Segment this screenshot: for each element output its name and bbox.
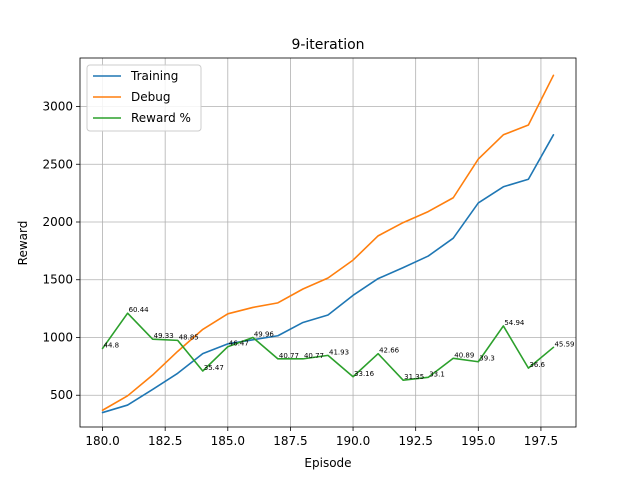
y-tick-label: 500	[50, 388, 73, 402]
legend: Training Debug Reward %	[86, 64, 202, 132]
legend-entry-label: Training	[130, 69, 178, 83]
series-line-training	[101, 134, 555, 414]
grid	[80, 58, 576, 427]
series-line-reward	[101, 312, 555, 382]
y-tick-label: 3000	[42, 100, 73, 114]
data-label: 49.96	[254, 330, 275, 338]
legend-entry-label: Debug	[131, 90, 170, 104]
plot-frame	[79, 57, 577, 428]
y-axis-title: Reward	[16, 221, 30, 266]
data-label: 60.44	[129, 306, 150, 314]
data-label: 49.33	[154, 332, 174, 340]
data-label: 42.66	[379, 347, 400, 355]
data-label: 41.93	[329, 348, 349, 356]
y-tick-label: 2000	[42, 215, 73, 229]
y-tick-label: 1500	[42, 273, 73, 287]
data-label: 40.77	[279, 352, 299, 360]
data-label: 46.47	[229, 340, 249, 348]
x-axis-title: Episode	[304, 456, 351, 470]
data-label: 36.6	[529, 361, 545, 369]
series-lines	[101, 74, 555, 414]
x-tick-label: 195.0	[461, 434, 495, 448]
x-tick-label: 180.0	[85, 434, 119, 448]
axis-ticks: 180.0 182.5 185.0 187.5 190.0 192.5 195.0 197.5…	[42, 100, 558, 448]
data-label: 40.77	[304, 352, 324, 360]
legend-entry-label: Reward %	[131, 111, 191, 125]
x-tick-label: 182.5	[148, 434, 182, 448]
data-label: 35.47	[204, 364, 224, 372]
y-tick-label: 2500	[42, 157, 73, 171]
y-tick-label: 1000	[42, 330, 73, 344]
data-label: 48.85	[179, 333, 199, 341]
data-label: 33.1	[429, 370, 445, 378]
data-label: 31.35	[404, 373, 424, 381]
series-line-debug	[101, 74, 555, 412]
data-label: 44.8	[104, 341, 120, 349]
x-tick-label: 197.5	[524, 434, 558, 448]
x-tick-label: 185.0	[211, 434, 245, 448]
x-tick-label: 190.0	[336, 434, 370, 448]
legend-box	[86, 64, 202, 132]
data-labels: 44.8 60.44 49.33 48.85 35.47 46.47 49.96 40.77 4…	[104, 306, 575, 381]
data-label: 54.94	[504, 319, 525, 327]
data-label: 33.16	[354, 370, 375, 378]
chart-title: 9-iteration	[291, 37, 364, 53]
data-label: 39.3	[479, 355, 495, 363]
data-label: 45.59	[554, 340, 574, 348]
x-tick-label: 192.5	[398, 434, 432, 448]
x-tick-label: 187.5	[273, 434, 307, 448]
data-label: 40.89	[454, 351, 474, 359]
